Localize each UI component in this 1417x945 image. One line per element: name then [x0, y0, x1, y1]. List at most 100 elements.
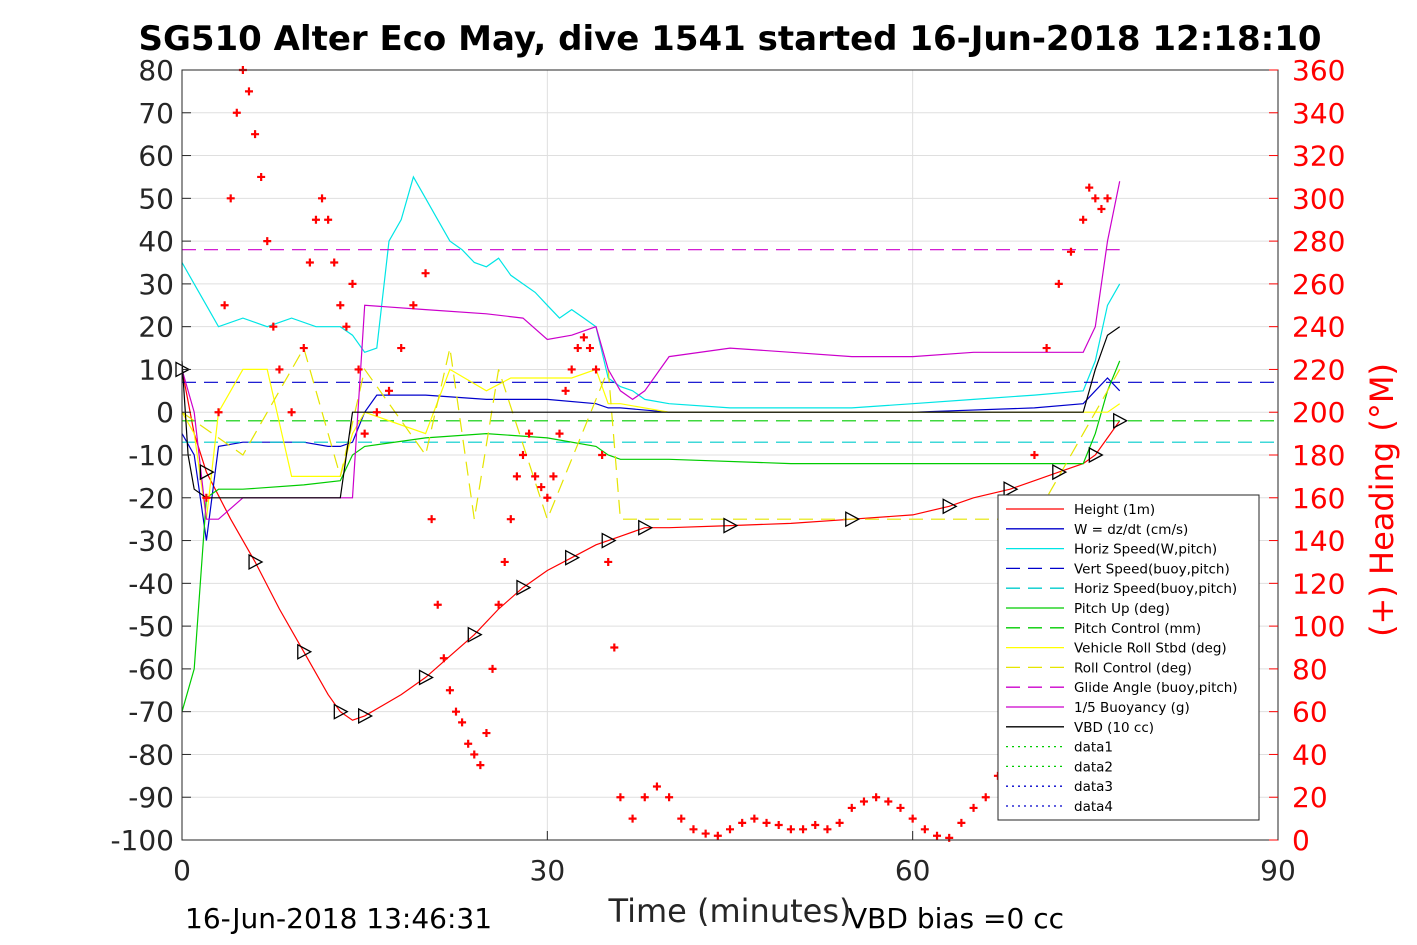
right-tick-label: 80: [1292, 653, 1328, 686]
legend-label-data2: data2: [1074, 759, 1113, 775]
series-pitch: [181, 360, 1121, 712]
heading-marker: [500, 557, 509, 566]
heading-marker: [1097, 205, 1106, 214]
right-axis-label: (+) Heading (°M): [1363, 363, 1401, 637]
heading-marker: [452, 707, 460, 716]
heading-marker: [244, 87, 253, 96]
height-marker: [248, 553, 264, 571]
heading-marker: [464, 739, 473, 748]
heading-marker: [232, 108, 241, 117]
height-marker: [601, 532, 617, 549]
height-marker: [1003, 481, 1019, 498]
heading-marker: [1091, 194, 1100, 203]
right-axis: 3603403203002802602402202001801601401201…: [1269, 54, 1345, 857]
x-tick-label: 30: [530, 854, 566, 887]
heading-marker: [604, 557, 613, 566]
heading-marker: [354, 365, 363, 374]
legend-label-height: Height (1m): [1074, 502, 1155, 518]
heading-marker: [616, 793, 625, 802]
heading-marker: [318, 194, 327, 203]
heading-marker: [689, 825, 698, 834]
height-marker: [199, 464, 215, 481]
heading-marker: [1066, 247, 1075, 256]
right-tick-label: 280: [1292, 225, 1345, 258]
heading-marker: [933, 831, 942, 840]
heading-marker: [585, 344, 594, 353]
heading-marker: [269, 322, 278, 331]
heading-marker: [445, 686, 454, 695]
left-tick-label: 20: [138, 311, 174, 344]
x-tick-label: 60: [895, 854, 931, 887]
heading-marker: [348, 279, 357, 288]
heading-marker: [512, 472, 521, 481]
heading-marker: [835, 818, 844, 827]
heading-marker: [397, 344, 406, 353]
heading-marker: [799, 825, 808, 834]
height-marker: [1088, 446, 1104, 464]
heading-marker: [677, 814, 686, 823]
heading-marker: [543, 493, 552, 502]
legend-label-pitch_ctrl: Pitch Control (mm): [1074, 621, 1201, 637]
heading-marker: [561, 386, 570, 395]
heading-marker: [823, 825, 832, 834]
heading-marker: [762, 818, 771, 827]
heading-marker: [957, 818, 966, 827]
legend-label-roll_ctrl: Roll Control (deg): [1074, 660, 1192, 676]
heading-marker: [470, 750, 479, 759]
heading-marker: [726, 825, 734, 834]
heading-marker: [969, 803, 978, 812]
heading-marker: [1042, 344, 1051, 353]
right-tick-label: 160: [1292, 482, 1345, 515]
left-tick-label: -10: [128, 439, 174, 472]
heading-marker: [372, 408, 381, 417]
heading-marker: [1085, 183, 1094, 192]
heading-marker: [336, 301, 345, 310]
heading-marker: [738, 818, 747, 827]
heading-marker: [494, 600, 503, 609]
heading-marker: [427, 515, 436, 524]
heading-marker: [549, 472, 558, 481]
height-marker: [333, 703, 349, 720]
legend-label-glide: Glide Angle (buoy,pitch): [1074, 680, 1238, 696]
left-tick-label: -20: [128, 482, 174, 515]
heading-marker: [263, 237, 272, 246]
chart-title: SG510 Alter Eco May, dive 1541 started 1…: [138, 19, 1321, 59]
left-tick-label: 10: [138, 353, 174, 386]
heading-marker: [786, 825, 795, 834]
heading-marker: [330, 258, 339, 267]
right-tick-label: 180: [1292, 439, 1345, 472]
x-axis-label: Time (minutes): [608, 892, 852, 930]
heading-marker: [573, 344, 582, 353]
right-tick-label: 340: [1292, 97, 1345, 130]
heading-marker: [859, 797, 868, 806]
left-tick-label: 50: [138, 182, 174, 215]
heading-marker: [226, 194, 235, 203]
right-tick-label: 240: [1292, 311, 1345, 344]
height-marker: [418, 669, 434, 686]
heading-marker: [713, 831, 722, 840]
right-tick-label: 320: [1292, 140, 1345, 173]
heading-marker: [652, 782, 661, 791]
left-tick-label: -30: [128, 525, 174, 558]
heading-marker: [458, 718, 467, 727]
left-tick-label: -60: [128, 653, 174, 686]
heading-marker: [476, 761, 485, 770]
legend-label-horiz_buoy: Horiz Speed(buoy,pitch): [1074, 581, 1237, 597]
heading-marker: [537, 483, 546, 492]
legend-label-data4: data4: [1074, 799, 1113, 815]
right-tick-label: 60: [1292, 696, 1328, 729]
left-tick-label: -50: [128, 610, 174, 643]
right-tick-label: 120: [1292, 567, 1345, 600]
heading-marker: [1054, 279, 1063, 288]
heading-marker: [847, 803, 856, 812]
heading-marker: [305, 258, 314, 267]
heading-marker: [360, 429, 369, 438]
heading-marker: [750, 814, 759, 823]
series-layer: [181, 175, 1278, 721]
heading-marker: [421, 269, 430, 278]
left-tick-label: 60: [138, 140, 174, 173]
heading-marker: [592, 365, 601, 374]
heading-marker: [579, 333, 588, 342]
legend-label-horiz: Horiz Speed(W,pitch): [1074, 542, 1217, 558]
heading-marker: [1030, 451, 1039, 459]
